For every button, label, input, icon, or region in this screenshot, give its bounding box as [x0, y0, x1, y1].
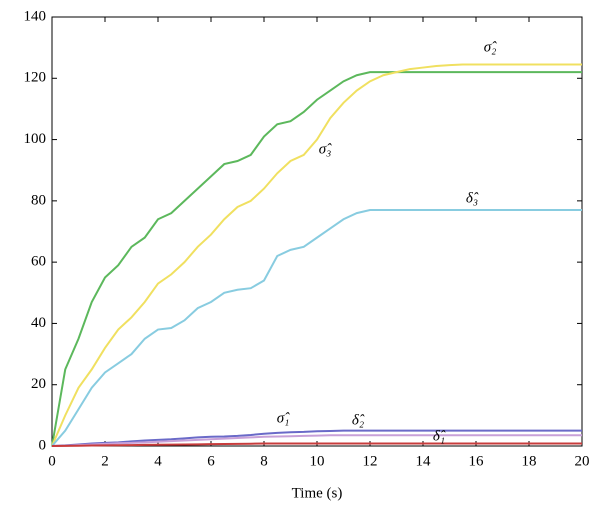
series-label: σ̂₃ [319, 141, 332, 157]
y-tick-label: 140 [24, 8, 47, 24]
x-tick-label: 6 [207, 453, 215, 469]
x-tick-label: 4 [154, 453, 162, 469]
series-label: δ̂₁ [433, 428, 446, 444]
series-label: δ̂₃ [466, 190, 479, 206]
y-tick-label: 0 [39, 437, 47, 453]
series-line [51, 71, 582, 447]
series-line [51, 429, 582, 447]
series-line [51, 209, 582, 447]
y-tick-label: 40 [31, 315, 46, 331]
x-tick-label: 18 [522, 453, 537, 469]
y-tick-label: 60 [31, 254, 46, 270]
series-label: δ̂₂ [352, 412, 365, 428]
x-axis-label: Time (s) [292, 485, 343, 501]
series-line [51, 442, 582, 447]
plot-frame [51, 16, 583, 447]
x-tick-label: 16 [469, 453, 485, 469]
x-tick-label: 12 [363, 453, 378, 469]
x-tick-label: 0 [48, 453, 56, 469]
series-line [51, 434, 582, 447]
series-line [51, 63, 582, 447]
x-tick-label: 10 [310, 453, 325, 469]
x-tick-label: 14 [416, 453, 432, 469]
y-tick-label: 120 [24, 70, 47, 86]
x-tick-label: 8 [260, 453, 268, 469]
series-label: σ̂₁ [277, 410, 290, 426]
x-tick-label: 2 [101, 453, 109, 469]
series-label: σ̂₂ [484, 39, 497, 55]
x-tick-label: 20 [575, 453, 590, 469]
y-tick-label: 80 [31, 192, 46, 208]
y-tick-label: 20 [31, 376, 46, 392]
y-tick-label: 100 [24, 131, 47, 147]
